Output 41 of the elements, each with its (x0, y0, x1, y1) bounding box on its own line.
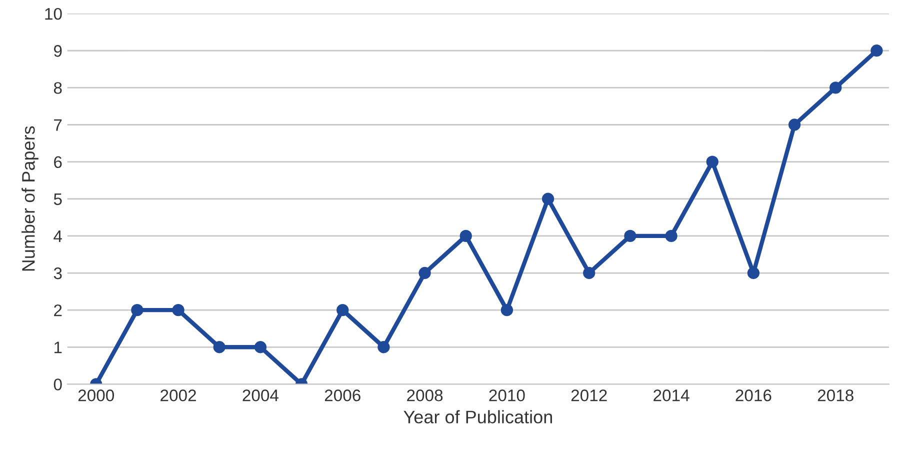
x-tick-label: 2000 (78, 390, 114, 402)
y-tick-label: 7 (54, 119, 62, 131)
point (706, 156, 718, 168)
point (213, 341, 226, 354)
y-tick-label: 6 (54, 156, 62, 168)
y-tick-label: 0 (54, 378, 62, 390)
y-tick-label: 1 (54, 342, 62, 354)
point (378, 341, 390, 354)
x-tick-label: 2014 (654, 390, 690, 402)
point (870, 44, 883, 57)
x-tick-label: 2012 (571, 390, 607, 402)
x-tick-label: 2004 (242, 390, 278, 402)
point (624, 230, 636, 242)
point (665, 230, 678, 242)
y-tick-label: 4 (54, 230, 62, 242)
x-tick-label: 2006 (324, 390, 360, 402)
point (747, 266, 760, 280)
point (583, 266, 596, 280)
point (500, 304, 514, 316)
point (131, 304, 144, 316)
point (460, 230, 472, 242)
y-tick-label: 3 (54, 267, 62, 280)
x-axis-title: Year of Publication (404, 410, 552, 424)
x-tick-label: 2010 (489, 390, 525, 402)
point (830, 82, 842, 94)
x-tick-label: 2018 (818, 390, 854, 402)
point (418, 266, 431, 280)
x-tick-label: 2016 (736, 390, 772, 402)
y-tick-label: 10 (45, 8, 62, 20)
y-axis-title: Number of Papers (22, 126, 38, 271)
y-tick-label: 2 (54, 304, 62, 316)
point (542, 192, 554, 205)
x-tick-label: 2008 (407, 390, 443, 402)
x-tick-label: 2002 (160, 390, 196, 402)
y-tick-label: 8 (54, 82, 62, 94)
y-tick-label: 9 (54, 45, 62, 57)
point (336, 304, 349, 316)
point (254, 341, 267, 354)
point (172, 304, 184, 316)
point (788, 118, 801, 131)
y-tick-label: 5 (54, 193, 62, 206)
